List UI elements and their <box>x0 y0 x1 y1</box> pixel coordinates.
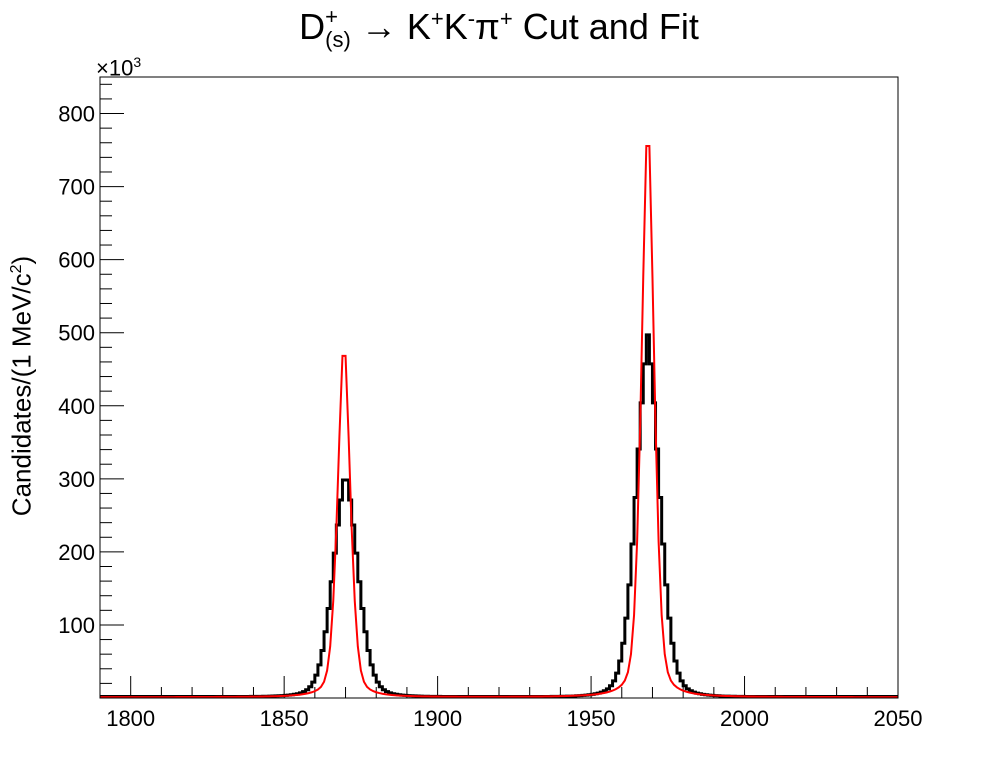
x-tick-label: 1950 <box>567 706 616 731</box>
title-k1: K <box>406 6 431 47</box>
series-fit-curve <box>100 145 898 699</box>
y-scale-factor: ×103 <box>96 54 142 81</box>
title-pi: π <box>475 6 500 47</box>
title-k2: K <box>443 6 468 47</box>
series-layer <box>100 145 898 699</box>
y-tick-label: 800 <box>58 102 95 127</box>
series-data-histogram <box>100 333 898 699</box>
y-tick-label: 500 <box>58 321 95 346</box>
title-d: D <box>299 6 326 47</box>
axes: 1800 1850 1900 1950 2000 2050 100 200 300 400 500 6… <box>58 83 923 731</box>
title-d-sup: + <box>325 4 338 29</box>
y-tick-label: 600 <box>58 248 95 273</box>
title-k1-sup: + <box>430 6 444 31</box>
chart-title: D+(s) → K+K-π+ Cut and Fit <box>0 4 998 53</box>
y-tick-label: 100 <box>58 613 95 638</box>
x-tick-label: 1850 <box>260 706 309 731</box>
x-tick-label: 1800 <box>106 706 155 731</box>
x-tick-label: 2000 <box>720 706 769 731</box>
title-tail: Cut and Fit <box>522 6 699 47</box>
title-pi-sup: + <box>499 6 513 31</box>
title-k2-sup: - <box>467 6 476 31</box>
title-arrow: → <box>360 6 397 47</box>
y-tick-label: 700 <box>58 175 95 200</box>
plot-frame <box>99 76 899 699</box>
x-tick-label: 2050 <box>874 706 923 731</box>
y-tick-label: 300 <box>58 467 95 492</box>
y-tick-label: 200 <box>58 540 95 565</box>
title-d-sub: (s) <box>325 27 351 53</box>
y-tick-label: 400 <box>58 394 95 419</box>
x-tick-label: 1900 <box>413 706 462 731</box>
